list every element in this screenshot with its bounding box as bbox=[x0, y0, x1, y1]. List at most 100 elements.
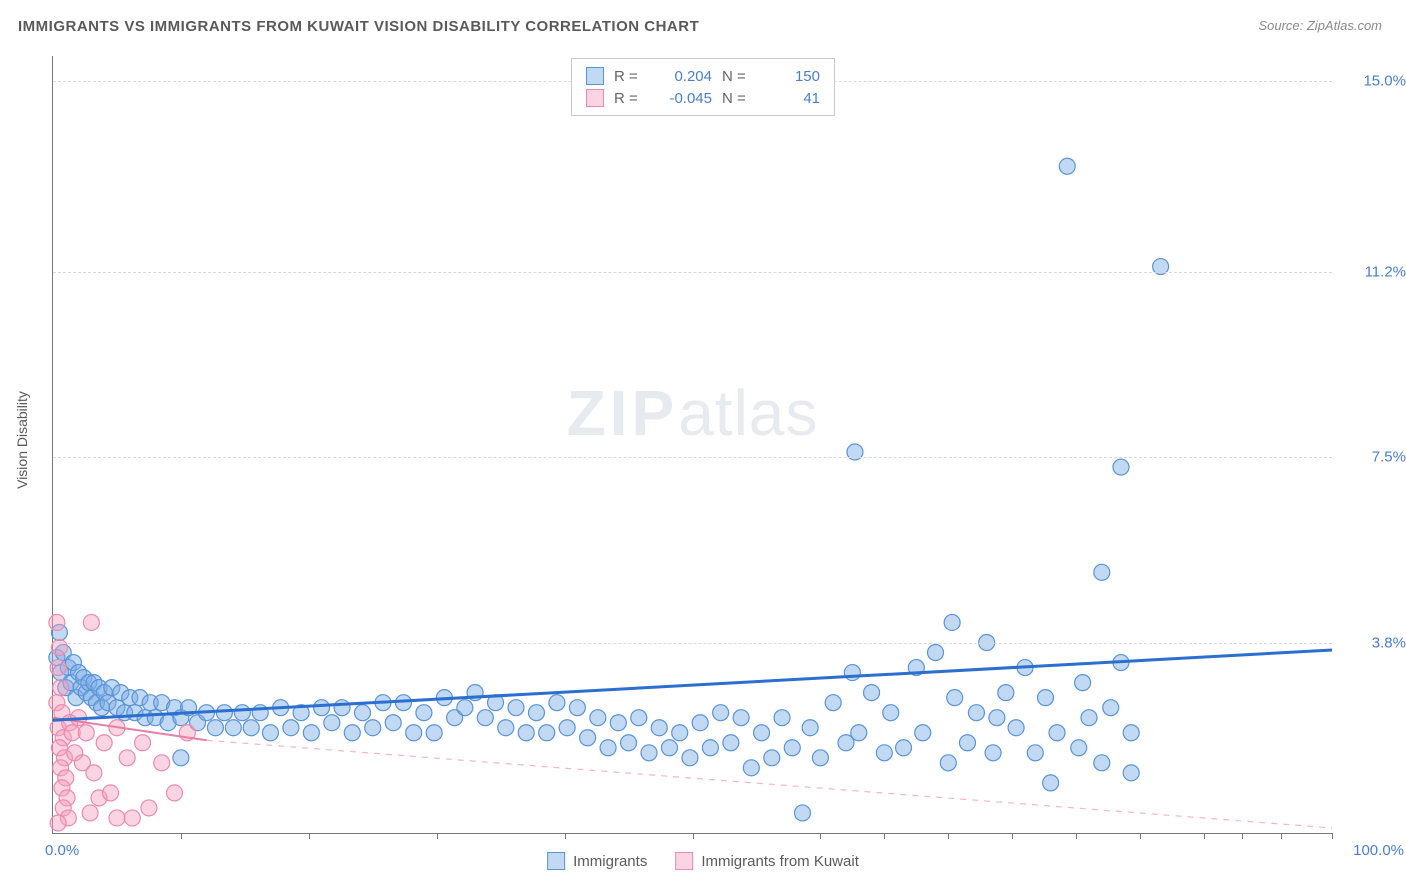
data-point bbox=[802, 720, 818, 736]
data-point bbox=[610, 715, 626, 731]
data-point bbox=[959, 735, 975, 751]
data-point bbox=[154, 755, 170, 771]
data-point bbox=[812, 750, 828, 766]
y-tick-label: 3.8% bbox=[1342, 634, 1406, 651]
legend-swatch bbox=[586, 89, 604, 107]
data-point bbox=[283, 720, 299, 736]
data-point bbox=[518, 725, 534, 741]
data-point bbox=[944, 614, 960, 630]
data-point bbox=[83, 614, 99, 630]
data-point bbox=[385, 715, 401, 731]
data-point bbox=[1008, 720, 1024, 736]
legend-item: Immigrants from Kuwait bbox=[675, 852, 859, 870]
data-point bbox=[825, 695, 841, 711]
data-point bbox=[508, 700, 524, 716]
data-point bbox=[78, 725, 94, 741]
y-tick-label: 7.5% bbox=[1342, 449, 1406, 466]
data-point bbox=[968, 705, 984, 721]
y-tick-label: 15.0% bbox=[1342, 73, 1406, 90]
x-tick bbox=[1012, 833, 1013, 839]
data-point bbox=[844, 665, 860, 681]
data-point bbox=[53, 680, 69, 696]
r-value: 0.204 bbox=[652, 68, 712, 85]
data-point bbox=[569, 700, 585, 716]
data-point bbox=[985, 745, 1001, 761]
legend-swatch bbox=[547, 852, 565, 870]
x-tick bbox=[565, 833, 566, 839]
x-axis-max-label: 100.0% bbox=[1353, 842, 1404, 859]
y-tick-label: 11.2% bbox=[1342, 263, 1406, 280]
data-point bbox=[50, 660, 66, 676]
data-point bbox=[365, 720, 381, 736]
data-point bbox=[915, 725, 931, 741]
data-point bbox=[692, 715, 708, 731]
legend-row: R =-0.045N =41 bbox=[586, 87, 820, 109]
x-tick bbox=[181, 833, 182, 839]
data-point bbox=[426, 725, 442, 741]
data-point bbox=[477, 710, 493, 726]
data-point bbox=[344, 725, 360, 741]
gridline bbox=[53, 643, 1332, 644]
chart-svg bbox=[53, 56, 1332, 833]
legend-item: Immigrants bbox=[547, 852, 647, 870]
data-point bbox=[406, 725, 422, 741]
data-point bbox=[82, 805, 98, 821]
data-point bbox=[600, 740, 616, 756]
data-point bbox=[774, 710, 790, 726]
data-point bbox=[580, 730, 596, 746]
n-label: N = bbox=[722, 68, 750, 85]
x-tick bbox=[1076, 833, 1077, 839]
data-point bbox=[672, 725, 688, 741]
n-value: 150 bbox=[760, 68, 820, 85]
r-label: R = bbox=[614, 68, 642, 85]
gridline bbox=[53, 457, 1332, 458]
x-tick bbox=[820, 833, 821, 839]
data-point bbox=[355, 705, 371, 721]
x-tick bbox=[884, 833, 885, 839]
x-axis-min-label: 0.0% bbox=[45, 842, 79, 859]
x-tick bbox=[1332, 833, 1333, 839]
data-point bbox=[225, 720, 241, 736]
data-point bbox=[764, 750, 780, 766]
n-label: N = bbox=[722, 90, 750, 107]
data-point bbox=[621, 735, 637, 751]
data-point bbox=[1123, 765, 1139, 781]
data-point bbox=[661, 740, 677, 756]
data-point bbox=[528, 705, 544, 721]
legend-swatch bbox=[586, 67, 604, 85]
data-point bbox=[207, 720, 223, 736]
x-tick bbox=[1242, 833, 1243, 839]
n-value: 41 bbox=[760, 90, 820, 107]
data-point bbox=[1113, 459, 1129, 475]
x-tick bbox=[309, 833, 310, 839]
data-point bbox=[262, 725, 278, 741]
data-point bbox=[1103, 700, 1119, 716]
data-point bbox=[539, 725, 555, 741]
data-point bbox=[303, 725, 319, 741]
gridline bbox=[53, 272, 1332, 273]
data-point bbox=[334, 700, 350, 716]
data-point bbox=[124, 810, 140, 826]
x-tick bbox=[1140, 833, 1141, 839]
data-point bbox=[216, 705, 232, 721]
data-point bbox=[794, 805, 810, 821]
series-legend: Immigrants Immigrants from Kuwait bbox=[547, 852, 859, 870]
source-attribution: Source: ZipAtlas.com bbox=[1258, 18, 1382, 33]
legend-label: Immigrants from Kuwait bbox=[701, 853, 859, 870]
data-point bbox=[50, 815, 66, 831]
data-point bbox=[49, 614, 65, 630]
data-point bbox=[733, 710, 749, 726]
data-point bbox=[167, 785, 183, 801]
data-point bbox=[1071, 740, 1087, 756]
data-point bbox=[989, 710, 1005, 726]
data-point bbox=[851, 725, 867, 741]
data-point bbox=[702, 740, 718, 756]
data-point bbox=[1049, 725, 1065, 741]
data-point bbox=[457, 700, 473, 716]
r-value: -0.045 bbox=[652, 90, 712, 107]
data-point bbox=[559, 720, 575, 736]
data-point bbox=[590, 710, 606, 726]
data-point bbox=[243, 720, 259, 736]
data-point bbox=[109, 810, 125, 826]
data-point bbox=[784, 740, 800, 756]
